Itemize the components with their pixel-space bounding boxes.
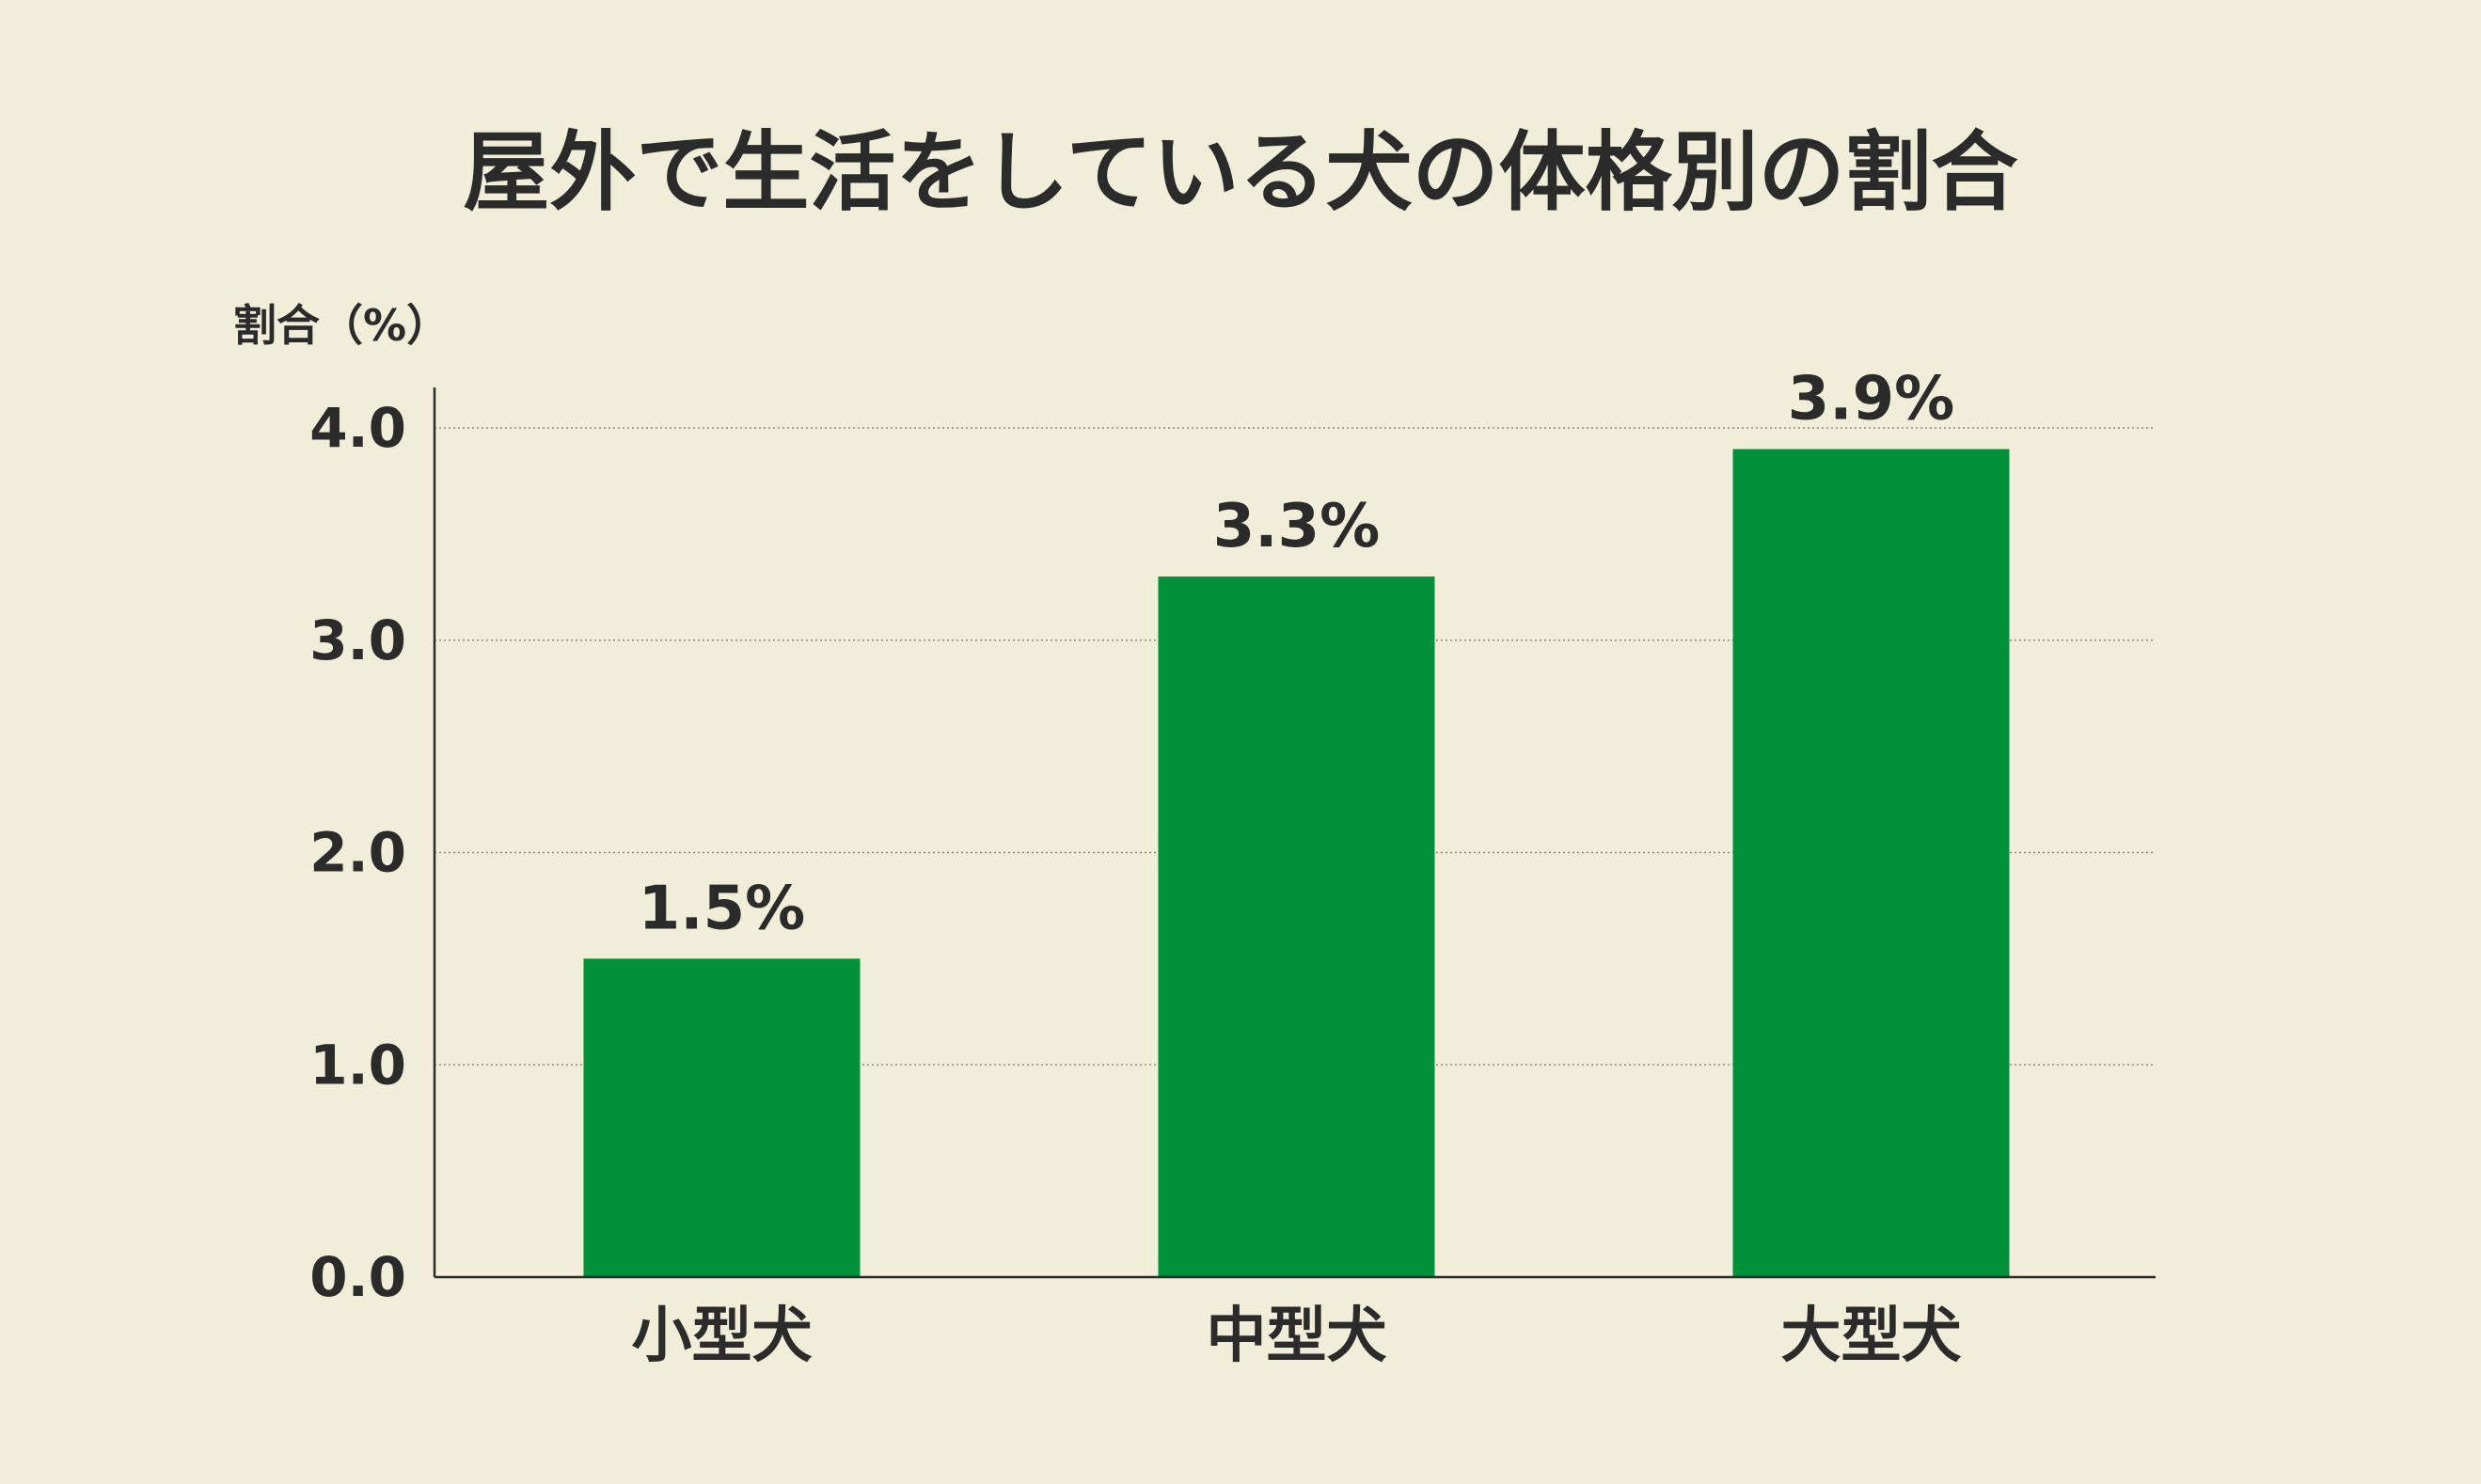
axes — [433, 387, 2156, 1279]
y-tick-label: 3.0 — [309, 608, 406, 672]
y-tick-labels: 0.0 1.0 2.0 3.0 4.0 — [309, 396, 406, 1309]
x-category-labels: 小型犬 中型犬 大型犬 — [632, 1302, 1962, 1371]
bar-value-label: 1.5% — [639, 874, 806, 943]
x-category-label: 小型犬 — [632, 1302, 813, 1371]
bar — [1158, 576, 1435, 1277]
bar — [583, 958, 861, 1277]
y-tick-label: 2.0 — [309, 821, 406, 885]
y-tick-label: 1.0 — [309, 1033, 406, 1097]
bar-value-label: 3.9% — [1788, 365, 1955, 434]
bar-value-labels: 1.5% 3.3% 3.9% — [639, 365, 1955, 944]
x-category-label: 中型犬 — [1207, 1302, 1387, 1371]
bars — [583, 449, 2010, 1277]
chart-title: 屋外で生活をしている犬の体格別の割合 — [463, 122, 2017, 223]
x-category-label: 大型犬 — [1781, 1302, 1962, 1371]
bar-value-label: 3.3% — [1213, 492, 1381, 561]
bar — [1732, 449, 2010, 1277]
y-tick-label: 0.0 — [309, 1245, 406, 1309]
y-axis-label: 割合（%） — [233, 300, 450, 351]
y-tick-label: 4.0 — [309, 396, 406, 460]
